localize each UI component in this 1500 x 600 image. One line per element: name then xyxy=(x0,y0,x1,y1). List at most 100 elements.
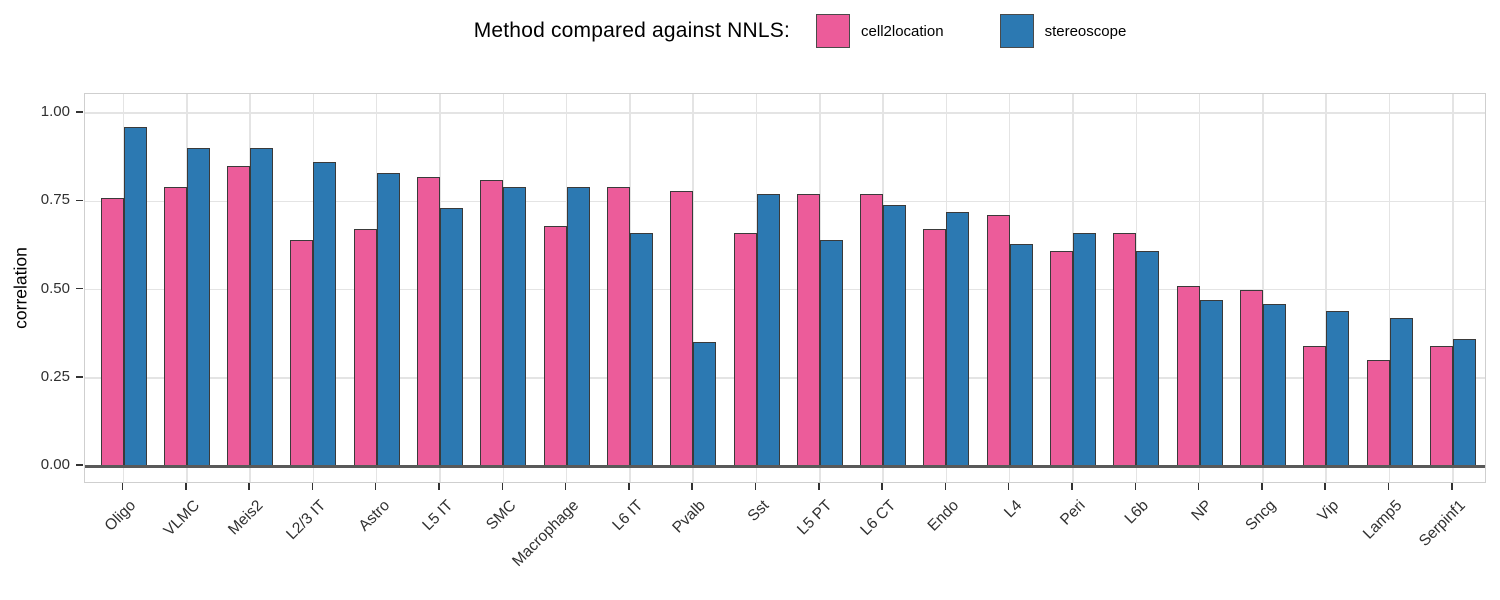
x-tick-label: SMC xyxy=(482,497,520,534)
bar-stereoscope xyxy=(1073,233,1096,466)
x-tick-label: Peri xyxy=(1057,497,1090,529)
bar-stereoscope xyxy=(503,187,527,466)
y-tick-label: 0.50 xyxy=(40,279,70,297)
y-tick-label: 0.75 xyxy=(40,191,70,209)
y-tick-label: 1.00 xyxy=(40,103,70,120)
gridline-vertical xyxy=(1452,94,1454,482)
bar-stereoscope xyxy=(1326,310,1350,466)
x-axis-tick xyxy=(1387,483,1390,490)
x-axis-tick xyxy=(1071,483,1073,490)
bar-cell2location xyxy=(1050,250,1073,466)
bar-cell2location xyxy=(1303,345,1327,466)
x-tick-label: L5 PT xyxy=(794,497,836,539)
x-axis-tick xyxy=(1261,483,1263,490)
gridline-horizontal xyxy=(85,200,1485,202)
x-axis-tick xyxy=(564,483,567,490)
bar-stereoscope xyxy=(1136,250,1160,466)
bar-stereoscope xyxy=(1009,243,1033,466)
x-axis-tick xyxy=(248,483,250,490)
x-axis-tick xyxy=(311,483,314,490)
bar-cell2location xyxy=(1239,289,1263,466)
x-axis-tick xyxy=(944,483,947,490)
legend: Method compared against NNLS: cell2locat… xyxy=(473,14,1126,48)
bar-cell2location xyxy=(986,215,1010,466)
x-tick-label: L4 xyxy=(1001,497,1026,522)
x-axis-tick xyxy=(121,483,124,490)
x-axis-tick xyxy=(438,483,440,490)
bar-cell2location xyxy=(733,233,757,466)
bar-cell2location xyxy=(860,194,884,466)
x-axis-tick xyxy=(754,483,757,490)
gridline-vertical xyxy=(1325,94,1327,482)
bar-cell2location xyxy=(606,187,630,466)
bar-cell2location xyxy=(290,240,314,466)
bar-stereoscope xyxy=(1452,338,1476,466)
chart-header: Method compared against NNLS: cell2locat… xyxy=(0,14,1500,48)
legend-item-cell2location: cell2location xyxy=(816,14,944,48)
bar-cell2location xyxy=(923,229,947,466)
x-tick-label: Oligo xyxy=(101,497,140,535)
bar-stereoscope xyxy=(566,187,590,466)
legend-label: cell2location xyxy=(861,22,944,40)
x-axis-tick xyxy=(691,483,693,490)
x-tick-label: NP xyxy=(1188,497,1216,525)
x-axis-tick xyxy=(374,483,377,490)
x-tick-label: Lamp5 xyxy=(1359,497,1406,543)
y-axis-tick xyxy=(76,199,83,201)
bar-stereoscope xyxy=(1262,303,1286,466)
gridline-horizontal xyxy=(85,377,1485,379)
bar-cell2location xyxy=(543,225,567,466)
bar-stereoscope xyxy=(819,240,843,466)
gridline-horizontal xyxy=(85,112,1485,114)
x-axis-tick xyxy=(628,483,630,490)
x-tick-label: Endo xyxy=(924,497,963,535)
bar-cell2location xyxy=(227,165,251,466)
x-axis-tick xyxy=(1134,483,1137,490)
bar-cell2location xyxy=(100,197,124,466)
bar-stereoscope xyxy=(186,148,210,466)
x-tick-label: L5 IT xyxy=(419,497,457,535)
x-tick-label: L2/3 IT xyxy=(283,497,330,544)
x-tick-label: VLMC xyxy=(160,497,203,540)
x-axis-tick xyxy=(818,483,820,490)
legend-swatch-cell2location xyxy=(816,14,851,48)
bar-cell2location xyxy=(480,180,504,466)
x-axis-tick xyxy=(185,483,187,490)
bar-stereoscope xyxy=(693,342,717,466)
x-axis-tick xyxy=(881,483,883,490)
bar-cell2location xyxy=(163,187,187,466)
bar-cell2location xyxy=(1429,345,1453,466)
bar-cell2location xyxy=(1366,360,1390,466)
legend-title: Method compared against NNLS: xyxy=(473,19,791,42)
x-axis-tick xyxy=(1007,483,1010,490)
bar-stereoscope xyxy=(946,211,970,466)
bar-stereoscope xyxy=(123,127,147,466)
gridline-vertical xyxy=(1262,94,1264,482)
bar-stereoscope xyxy=(629,233,653,466)
bar-cell2location xyxy=(353,229,377,466)
x-tick-label: L6 CT xyxy=(857,497,900,539)
x-tick-label: Meis2 xyxy=(224,497,267,539)
bar-stereoscope xyxy=(883,204,907,466)
bar-stereoscope xyxy=(756,194,780,466)
gridline-vertical xyxy=(1388,94,1391,482)
x-axis-tick xyxy=(501,483,504,490)
gridline-horizontal xyxy=(85,288,1485,291)
y-tick-label: 0.00 xyxy=(40,456,70,473)
y-axis-tick xyxy=(76,111,83,113)
x-tick-label: Pvalb xyxy=(669,497,710,537)
x-tick-label: L6b xyxy=(1122,497,1153,528)
legend-item-stereoscope: stereoscope xyxy=(999,14,1126,48)
bar-cell2location xyxy=(796,194,820,466)
y-axis-tick xyxy=(76,376,83,378)
y-tick-label: 0.25 xyxy=(40,367,70,385)
x-tick-label: Serpinf1 xyxy=(1415,497,1469,550)
bar-cell2location xyxy=(417,176,440,466)
bar-stereoscope xyxy=(1389,317,1413,466)
bar-cell2location xyxy=(1176,285,1200,466)
bar-cell2location xyxy=(670,190,694,466)
x-tick-label: Vip xyxy=(1314,497,1343,525)
gridline-vertical xyxy=(692,94,694,482)
x-tick-label: Macrophage xyxy=(509,497,583,570)
bar-stereoscope xyxy=(440,208,463,466)
